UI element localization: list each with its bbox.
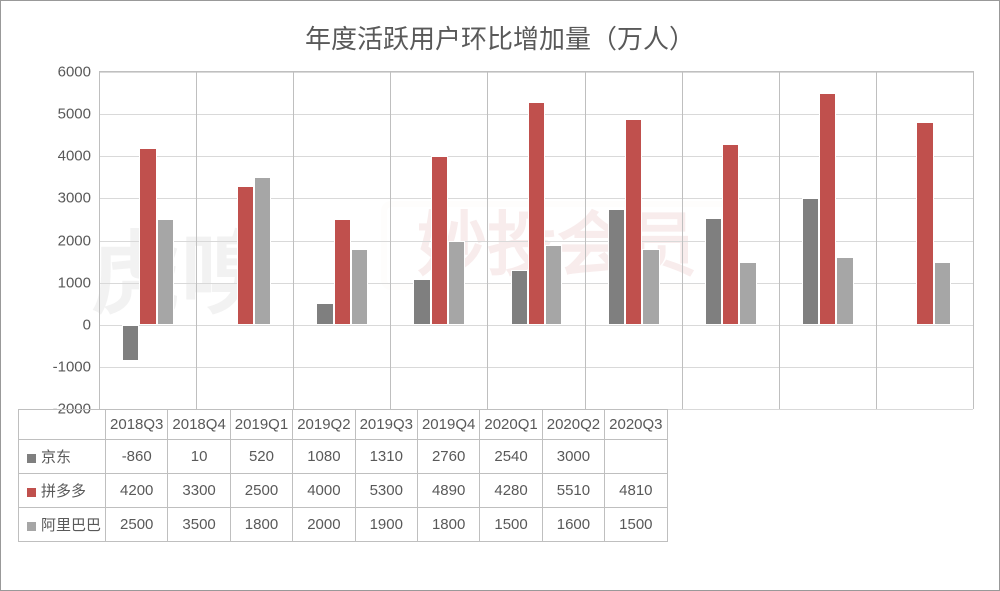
bar-group	[293, 72, 390, 409]
table-cell: 4280	[480, 474, 542, 508]
y-axis-label: 1000	[39, 274, 91, 291]
chart-title: 年度活跃用户环比增加量（万人）	[1, 1, 999, 66]
table-cell: 3300	[168, 474, 230, 508]
table-cell: 4200	[106, 474, 168, 508]
bar-group	[196, 72, 293, 409]
table-cell: 1900	[355, 508, 417, 542]
table-column-header: 2019Q4	[417, 410, 479, 440]
table-row: 京东 -8601052010801310276025403000	[19, 440, 668, 474]
bar	[431, 156, 448, 325]
table-cell: 2500	[106, 508, 168, 542]
bar	[916, 122, 933, 325]
bar	[139, 148, 156, 325]
legend-label: 阿里巴巴	[41, 517, 101, 534]
legend-cell: 拼多多	[19, 474, 106, 508]
bar	[237, 186, 254, 325]
bar	[705, 218, 722, 325]
bar	[157, 219, 174, 324]
bar	[448, 241, 465, 325]
bar	[934, 262, 951, 325]
table-cell: 1600	[542, 508, 604, 542]
table-cell: 2000	[293, 508, 355, 542]
table-cell: 1080	[293, 440, 355, 474]
legend-cell: 京东	[19, 440, 106, 474]
bar-group	[779, 72, 876, 409]
table-row: 阿里巴巴250035001800200019001800150016001500	[19, 508, 668, 542]
table-corner-cell	[19, 410, 106, 440]
table-header-row: 2018Q32018Q42019Q12019Q22019Q32019Q42020…	[19, 410, 668, 440]
bar	[739, 262, 756, 325]
table-cell: 5300	[355, 474, 417, 508]
bar	[625, 119, 642, 325]
bar	[722, 144, 739, 324]
bar	[351, 249, 368, 325]
bar	[316, 303, 333, 325]
table-cell: 10	[168, 440, 230, 474]
bar-group	[682, 72, 779, 409]
bar	[836, 257, 853, 324]
bar-group	[99, 72, 196, 409]
bar	[122, 325, 139, 361]
bar	[642, 249, 659, 325]
table-cell: 1800	[417, 508, 479, 542]
bar	[334, 219, 351, 324]
bar	[219, 323, 236, 325]
table-column-header: 2019Q3	[355, 410, 417, 440]
bar-group	[487, 72, 584, 409]
bar	[802, 198, 819, 324]
table-cell: 3000	[542, 440, 604, 474]
legend-swatch	[27, 454, 36, 463]
table-cell: 520	[230, 440, 292, 474]
bar	[545, 245, 562, 325]
bar	[528, 102, 545, 325]
bar	[254, 177, 271, 324]
table-column-header: 2020Q3	[605, 410, 667, 440]
legend-cell: 阿里巴巴	[19, 508, 106, 542]
table-cell: 5510	[542, 474, 604, 508]
y-axis-label: 5000	[39, 106, 91, 123]
data-table: 2018Q32018Q42019Q12019Q22019Q32019Q42020…	[18, 409, 668, 542]
table-cell: 4000	[293, 474, 355, 508]
bar	[511, 270, 528, 325]
legend-swatch	[27, 488, 36, 497]
chart-container: 年度活跃用户环比增加量（万人） 虎嗅 妙投会员 -2000-1000010002…	[0, 0, 1000, 591]
bar	[819, 93, 836, 325]
table-cell: 4810	[605, 474, 667, 508]
legend-swatch	[27, 522, 36, 531]
table-cell: 1310	[355, 440, 417, 474]
y-axis-label: 6000	[39, 64, 91, 81]
table-column-header: 2020Q1	[480, 410, 542, 440]
bar-group	[390, 72, 487, 409]
bar-group	[876, 72, 973, 409]
table-cell: 3500	[168, 508, 230, 542]
table-column-header: 2019Q1	[230, 410, 292, 440]
table-cell: 4890	[417, 474, 479, 508]
table-column-header: 2019Q2	[293, 410, 355, 440]
bar-group	[585, 72, 682, 409]
y-axis-label: 4000	[39, 148, 91, 165]
legend-label: 拼多多	[41, 483, 86, 500]
bar	[608, 209, 625, 325]
table-cell: 1500	[480, 508, 542, 542]
table-column-header: 2018Q4	[168, 410, 230, 440]
table-cell: 2760	[417, 440, 479, 474]
table-cell: 1800	[230, 508, 292, 542]
plot-area: -2000-10000100020003000400050006000	[99, 71, 974, 409]
y-axis-label: 3000	[39, 190, 91, 207]
y-axis-label: -1000	[39, 358, 91, 375]
table-cell: 2540	[480, 440, 542, 474]
table-cell: -860	[106, 440, 168, 474]
y-axis-label: 2000	[39, 232, 91, 249]
table-row: 拼多多 420033002500400053004890428055104810	[19, 474, 668, 508]
table-column-header: 2020Q2	[542, 410, 604, 440]
legend-label: 京东	[41, 449, 71, 466]
y-axis-label: 0	[39, 316, 91, 333]
table-cell: 1500	[605, 508, 667, 542]
bar	[413, 279, 430, 324]
table-column-header: 2018Q3	[106, 410, 168, 440]
table-cell: 2500	[230, 474, 292, 508]
table-cell	[605, 440, 667, 474]
